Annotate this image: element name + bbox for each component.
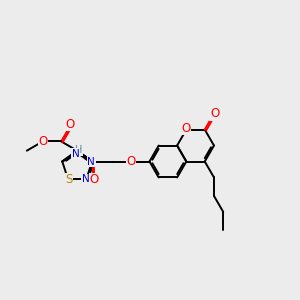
Text: O: O bbox=[66, 118, 75, 130]
Text: S: S bbox=[65, 173, 72, 186]
Text: N: N bbox=[72, 149, 80, 159]
Text: N: N bbox=[87, 157, 95, 166]
Text: O: O bbox=[210, 107, 219, 120]
Text: O: O bbox=[126, 155, 136, 168]
Text: O: O bbox=[90, 173, 99, 186]
Text: H: H bbox=[75, 145, 82, 155]
Text: O: O bbox=[181, 122, 190, 135]
Text: N: N bbox=[82, 174, 89, 184]
Text: O: O bbox=[38, 135, 47, 148]
